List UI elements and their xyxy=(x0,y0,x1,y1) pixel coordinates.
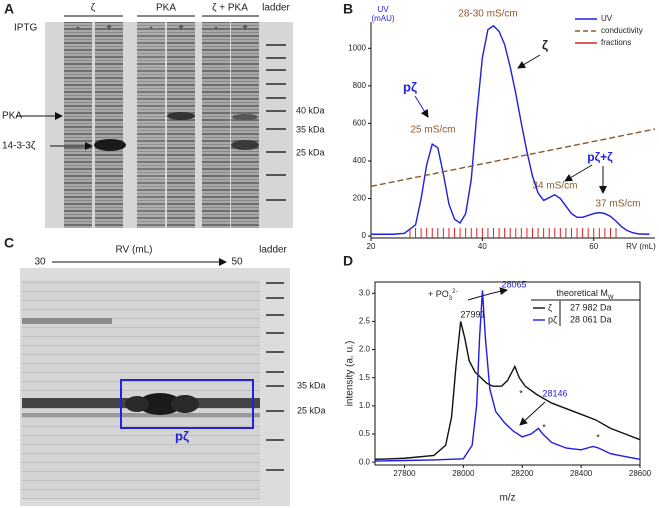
plot-frame xyxy=(374,281,641,466)
marker-label: 40 kDa xyxy=(296,105,325,115)
annotation: 25 mS/cm xyxy=(410,125,455,136)
ladder-label: ladder xyxy=(259,245,287,256)
series-line xyxy=(370,128,656,188)
legend-theoretical: 27 982 Da xyxy=(570,302,612,312)
y-tick-label: 1.5 xyxy=(359,373,371,382)
y-axis-label: intensity (a. u.) xyxy=(345,341,356,407)
modification: + PO32- xyxy=(428,289,457,302)
sign: + xyxy=(178,23,184,34)
annotation: 28146 xyxy=(542,388,567,398)
y-axis-label: (mAU) xyxy=(371,14,394,23)
group-label: PKA xyxy=(156,3,176,14)
x-tick-label: 20 xyxy=(367,242,376,251)
legend-label: UV xyxy=(601,14,613,23)
x-tick-label: 28000 xyxy=(452,469,475,478)
iptg-label: IPTG xyxy=(14,23,38,34)
series-line xyxy=(374,290,641,462)
y-tick-label: 0 xyxy=(362,231,367,240)
annotation: pζ xyxy=(403,79,417,94)
legend-label: pζ xyxy=(548,314,557,324)
modification-sub: 3 xyxy=(449,296,453,302)
annotation: 28-30 mS/cm xyxy=(458,9,517,20)
y-tick-label: 2.0 xyxy=(359,345,371,354)
marker-label: 25 kDa xyxy=(296,147,325,157)
y-axis-label: UV xyxy=(377,5,389,14)
marker-label: 35 kDa xyxy=(297,380,326,390)
x-tick-label: 40 xyxy=(478,242,487,251)
ladder-label: ladder xyxy=(262,3,290,14)
annotation: * xyxy=(542,422,546,432)
gel-c: C 30 RV (mL) 50 ladder 35 kDa 25 kDa pζ xyxy=(4,235,326,506)
y-tick-label: 400 xyxy=(353,156,367,165)
group-label: ζ xyxy=(91,3,96,14)
x-tick-label: 28600 xyxy=(629,469,652,478)
y-tick-label: 600 xyxy=(353,119,367,128)
rv-end: 50 xyxy=(231,257,243,268)
x-tick-label: 28200 xyxy=(511,469,534,478)
marker-label: 35 kDa xyxy=(296,124,325,134)
legend-header-sub: W xyxy=(608,295,614,301)
legend-header: theoretical MW xyxy=(556,288,614,300)
panel-letter: D xyxy=(343,253,353,269)
annotation: 27991 xyxy=(460,309,485,319)
x-axis-label: m/z xyxy=(499,493,515,504)
legend-theoretical: 28 061 Da xyxy=(570,314,612,324)
y-tick-label: 0.0 xyxy=(359,457,371,466)
annotation: pζ+ζ xyxy=(587,150,613,164)
band-label: PKA xyxy=(2,111,22,122)
group-label: ζ + PKA xyxy=(212,3,248,14)
annotation: 28065 xyxy=(501,279,526,289)
annotation: 37 mS/cm xyxy=(595,199,640,210)
annotation: ζ xyxy=(542,37,548,52)
panel-letter: C xyxy=(4,235,14,251)
x-axis-label: RV (mL) xyxy=(626,242,656,251)
band-label: 14-3-3ζ xyxy=(2,141,36,152)
annotation: 34 mS/cm xyxy=(532,181,577,192)
legend-label: ζ xyxy=(548,302,552,312)
panel-d: D 27991 28065 28146 * * * + PO32- theore… xyxy=(343,253,640,442)
sign: + xyxy=(242,23,248,34)
modification-text: + PO xyxy=(428,289,449,299)
panel-b: B 25 mS/cm 28-30 mS/cm 34 mS/cm 37 mS/cm… xyxy=(343,1,641,210)
panel-letter: B xyxy=(343,1,353,17)
series-line xyxy=(374,321,641,461)
x-tick-label: 28400 xyxy=(570,469,593,478)
marker-label: 25 kDa xyxy=(297,405,326,415)
legend-label: conductivity xyxy=(601,26,643,35)
annotation: * xyxy=(519,388,523,398)
legend-header-text: theoretical M xyxy=(556,288,608,298)
series-line xyxy=(371,24,650,235)
rv-start: 30 xyxy=(34,257,46,268)
sign: - xyxy=(76,23,79,34)
sign: - xyxy=(214,23,217,34)
y-tick-label: 0.5 xyxy=(359,429,371,438)
annotation: * xyxy=(596,432,600,442)
x-tick-label: 27800 xyxy=(393,469,416,478)
rv-label: RV (mL) xyxy=(115,245,152,256)
y-tick-label: 1000 xyxy=(348,43,366,52)
panel-letter: A xyxy=(4,1,14,17)
y-tick-label: 3.0 xyxy=(359,288,371,297)
y-tick-label: 2.5 xyxy=(359,317,371,326)
gel-a: A ζ PKA ζ + PKA ladder IPTG - + - + - + … xyxy=(2,1,325,228)
x-tick-label: 60 xyxy=(589,242,598,251)
y-tick-label: 1.0 xyxy=(359,401,371,410)
y-tick-label: 200 xyxy=(353,194,367,203)
modification-sup: 2- xyxy=(452,289,457,295)
legend-label: fractions xyxy=(601,38,631,47)
y-tick-label: 800 xyxy=(353,81,367,90)
box-label: pζ xyxy=(175,428,189,443)
sign: - xyxy=(149,23,152,34)
sign: + xyxy=(106,23,112,34)
